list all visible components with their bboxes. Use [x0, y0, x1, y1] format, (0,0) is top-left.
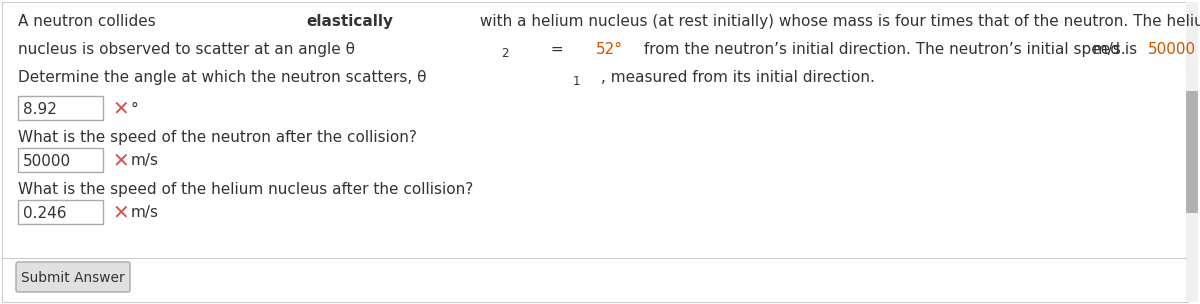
Text: Determine the angle at which the neutron scatters, θ: Determine the angle at which the neutron…: [18, 70, 426, 85]
FancyBboxPatch shape: [1186, 91, 1198, 213]
FancyBboxPatch shape: [18, 148, 103, 172]
Text: 52°: 52°: [595, 42, 623, 57]
Text: m/s: m/s: [131, 206, 158, 220]
FancyBboxPatch shape: [16, 262, 130, 292]
FancyBboxPatch shape: [18, 200, 103, 224]
Text: , measured from its initial direction.: , measured from its initial direction.: [601, 70, 875, 85]
Text: ✕: ✕: [112, 151, 128, 171]
Text: 2: 2: [500, 47, 509, 60]
Text: What is the speed of the helium nucleus after the collision?: What is the speed of the helium nucleus …: [18, 182, 473, 197]
FancyBboxPatch shape: [1186, 2, 1198, 302]
Text: elastically: elastically: [306, 14, 394, 29]
Text: 50000: 50000: [1148, 42, 1196, 57]
Text: =: =: [546, 42, 569, 57]
Text: with a helium nucleus (at rest initially) whose mass is four times that of the n: with a helium nucleus (at rest initially…: [474, 14, 1200, 29]
Text: What is the speed of the neutron after the collision?: What is the speed of the neutron after t…: [18, 130, 416, 145]
Text: 8.92: 8.92: [23, 102, 56, 116]
Text: °: °: [131, 102, 139, 116]
Text: 0.246: 0.246: [23, 206, 66, 220]
Text: 1: 1: [572, 75, 580, 88]
Text: ✕: ✕: [112, 203, 128, 223]
FancyBboxPatch shape: [18, 96, 103, 120]
Text: nucleus is observed to scatter at an angle θ: nucleus is observed to scatter at an ang…: [18, 42, 355, 57]
Text: m/s.: m/s.: [1087, 42, 1126, 57]
FancyBboxPatch shape: [2, 2, 1188, 302]
Text: m/s: m/s: [131, 154, 158, 168]
Text: Submit Answer: Submit Answer: [22, 271, 125, 285]
Text: from the neutron’s initial direction. The neutron’s initial speed is: from the neutron’s initial direction. Th…: [638, 42, 1141, 57]
Text: 50000: 50000: [23, 154, 71, 168]
Text: A neutron collides: A neutron collides: [18, 14, 161, 29]
Text: ✕: ✕: [112, 99, 128, 119]
